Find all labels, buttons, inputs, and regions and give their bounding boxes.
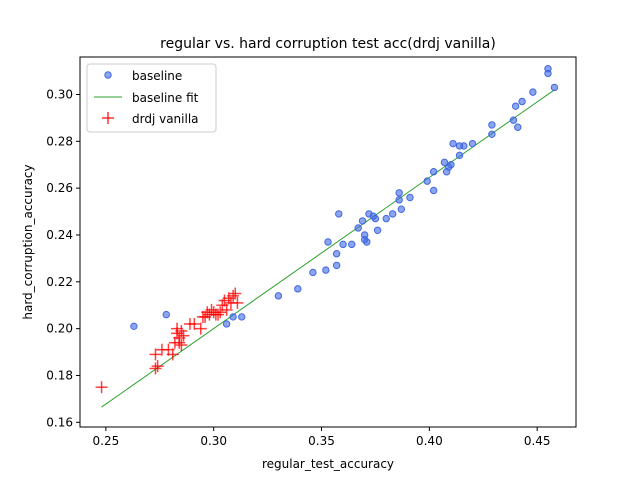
x-tick-label: 0.30 — [200, 434, 227, 448]
y-tick-label: 0.16 — [46, 415, 73, 429]
baseline-point — [360, 231, 369, 239]
baseline-point — [358, 217, 367, 225]
baseline-point — [455, 151, 464, 160]
legend-drdj-marker — [102, 112, 114, 124]
y-tick-label: 0.30 — [46, 87, 73, 101]
baseline-point — [162, 310, 170, 319]
baseline-point — [514, 123, 522, 131]
drdj-point — [229, 287, 242, 300]
baseline-point — [395, 196, 403, 204]
baseline-point — [371, 214, 380, 223]
legend: baseline baseline fit drdj vanilla — [86, 63, 217, 133]
legend-drdj-label: drdj vanilla — [132, 112, 199, 126]
baseline-point — [488, 121, 496, 129]
drdj-point — [166, 348, 179, 361]
axes-frame — [79, 56, 577, 428]
baseline-point — [363, 238, 371, 246]
y-tick-label: 0.22 — [46, 275, 73, 289]
y-tick-label: 0.28 — [46, 134, 73, 148]
baseline-point — [460, 142, 468, 150]
baseline-point — [294, 285, 302, 293]
drdj-point — [212, 308, 225, 321]
baseline-point — [348, 240, 356, 249]
baseline-point — [440, 158, 449, 167]
x-axis-label: regular_test_accuracy — [262, 457, 394, 471]
baseline-point — [544, 65, 552, 73]
baseline-point — [529, 88, 537, 96]
baseline-point — [332, 261, 341, 270]
baseline-point — [423, 177, 431, 185]
drdj-points — [95, 287, 244, 394]
baseline-point — [388, 210, 397, 218]
baseline-point — [354, 224, 362, 232]
legend-baseline-marker — [104, 71, 112, 79]
baseline-point — [274, 292, 283, 300]
baseline-points — [130, 65, 559, 331]
drdj-point — [214, 306, 227, 319]
drdj-point — [151, 360, 164, 373]
drdj-point — [149, 348, 162, 361]
drdj-point — [220, 303, 233, 316]
baseline-point — [373, 226, 382, 234]
y-tick-label: 0.18 — [46, 368, 73, 382]
baseline-point — [509, 116, 518, 124]
drdj-point — [175, 339, 188, 352]
baseline-point — [229, 313, 237, 321]
drdj-point — [231, 296, 244, 309]
legend-box — [86, 63, 217, 133]
drdj-point — [194, 322, 207, 335]
baseline-point — [238, 313, 246, 321]
baseline-point — [397, 205, 406, 213]
baseline-point — [335, 210, 343, 218]
legend-fit-label: baseline fit — [132, 91, 199, 105]
baseline-point — [550, 83, 559, 92]
baseline-point — [406, 193, 414, 202]
y-axis-label: hard_corruption_accuracy — [21, 164, 35, 319]
baseline-point — [488, 130, 496, 138]
axis-ticks: 0.25 0.30 0.35 0.40 0.45 0.16 0.18 0.20 0.22 0.24… — [46, 87, 550, 448]
baseline-point — [449, 139, 457, 148]
x-tick-label: 0.45 — [524, 434, 551, 448]
baseline-point — [382, 214, 390, 223]
baseline-point — [322, 266, 330, 274]
chart-title: regular vs. hard corruption test acc(drd… — [160, 36, 496, 52]
drdj-point — [95, 381, 108, 394]
y-tick-label: 0.24 — [46, 228, 73, 242]
x-tick-label: 0.40 — [416, 434, 443, 448]
baseline-point — [511, 102, 520, 110]
x-tick-label: 0.35 — [308, 434, 335, 448]
baseline-point — [130, 322, 138, 331]
x-tick-label: 0.25 — [93, 434, 120, 448]
baseline-point — [332, 250, 341, 258]
baseline-point — [339, 240, 347, 249]
baseline-point — [468, 139, 477, 148]
baseline-point — [518, 97, 526, 106]
drdj-point — [177, 329, 190, 342]
drdj-point — [227, 289, 240, 302]
baseline-point — [429, 168, 438, 176]
plot-area: 0.25 0.30 0.35 0.40 0.45 0.16 0.18 0.20 0.22 0.24… — [46, 56, 577, 448]
baseline-point — [395, 189, 403, 197]
y-tick-label: 0.20 — [46, 322, 73, 336]
y-tick-label: 0.26 — [46, 181, 73, 195]
baseline-point — [222, 320, 231, 328]
baseline-point — [429, 186, 438, 195]
baseline-point — [447, 161, 455, 169]
drdj-point — [188, 317, 201, 330]
baseline-point — [309, 268, 317, 277]
drdj-point — [149, 362, 162, 375]
baseline-point — [324, 238, 332, 246]
legend-baseline-label: baseline — [132, 69, 182, 83]
